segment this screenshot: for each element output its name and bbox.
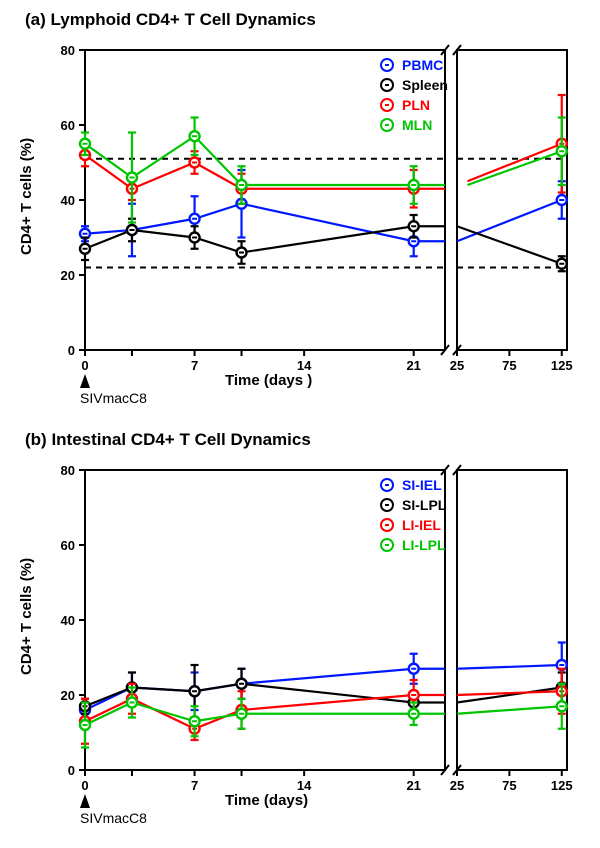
legend-label: SI-LPL — [402, 497, 446, 513]
legend-label: PBMC — [402, 57, 443, 73]
svg-text:80: 80 — [61, 463, 75, 478]
svg-text:14: 14 — [297, 358, 312, 373]
figure-page: (a) Lymphoid CD4+ T Cell Dynamics 020406… — [0, 0, 600, 848]
panel-a-ylabel: CD4+ T cells (%) — [18, 138, 35, 255]
legend-item: Spleen — [380, 75, 448, 95]
svg-text:0: 0 — [81, 778, 88, 793]
svg-text:14: 14 — [297, 778, 312, 793]
panel-a-legend: PBMC Spleen PLN MLN — [380, 55, 448, 135]
panel-a-arrow-icon — [80, 374, 90, 388]
svg-text:75: 75 — [502, 358, 516, 373]
svg-text:25: 25 — [450, 358, 464, 373]
legend-label: MLN — [402, 117, 432, 133]
svg-text:0: 0 — [68, 343, 75, 358]
svg-text:80: 80 — [61, 43, 75, 58]
legend-item: LI-LPL — [380, 535, 446, 555]
legend-item: LI-IEL — [380, 515, 446, 535]
svg-text:25: 25 — [450, 778, 464, 793]
legend-marker-icon — [380, 118, 394, 132]
legend-marker-icon — [380, 98, 394, 112]
svg-text:125: 125 — [551, 358, 573, 373]
svg-text:21: 21 — [406, 358, 420, 373]
svg-text:40: 40 — [61, 193, 75, 208]
panel-b-annotation: SIVmacC8 — [80, 810, 147, 826]
panel-a-xlabel: Time (days ) — [225, 372, 312, 389]
legend-marker-icon — [380, 518, 394, 532]
panel-b-legend: SI-IEL SI-LPL LI-IEL LI-LPL — [380, 475, 446, 555]
legend-marker-icon — [380, 538, 394, 552]
legend-item: PLN — [380, 95, 448, 115]
panel-a-annotation: SIVmacC8 — [80, 390, 147, 406]
legend-label: SI-IEL — [402, 477, 442, 493]
panel-b-ylabel: CD4+ T cells (%) — [18, 558, 35, 675]
svg-text:21: 21 — [406, 778, 420, 793]
panel-b-xlabel: Time (days) — [225, 792, 308, 809]
legend-label: LI-IEL — [402, 517, 441, 533]
svg-text:60: 60 — [61, 118, 75, 133]
svg-text:125: 125 — [551, 778, 573, 793]
panel-b-arrow-icon — [80, 794, 90, 808]
svg-text:20: 20 — [61, 688, 75, 703]
panel-a-chart: 0 20 40 60 80 0 7 14 21 25 75 125 — [0, 10, 587, 390]
legend-label: PLN — [402, 97, 430, 113]
legend-marker-icon — [380, 78, 394, 92]
svg-text:75: 75 — [502, 778, 516, 793]
svg-text:0: 0 — [68, 763, 75, 778]
legend-label: Spleen — [402, 77, 448, 93]
svg-text:7: 7 — [191, 358, 198, 373]
svg-text:60: 60 — [61, 538, 75, 553]
panel-b-chart: 0 20 40 60 80 0 7 14 21 25 75 125 — [0, 430, 587, 810]
svg-text:40: 40 — [61, 613, 75, 628]
legend-item: MLN — [380, 115, 448, 135]
legend-label: LI-LPL — [402, 537, 446, 553]
svg-text:0: 0 — [81, 358, 88, 373]
legend-marker-icon — [380, 58, 394, 72]
legend-marker-icon — [380, 498, 394, 512]
svg-text:20: 20 — [61, 268, 75, 283]
legend-item: PBMC — [380, 55, 448, 75]
legend-marker-icon — [380, 478, 394, 492]
svg-text:7: 7 — [191, 778, 198, 793]
legend-item: SI-IEL — [380, 475, 446, 495]
legend-item: SI-LPL — [380, 495, 446, 515]
